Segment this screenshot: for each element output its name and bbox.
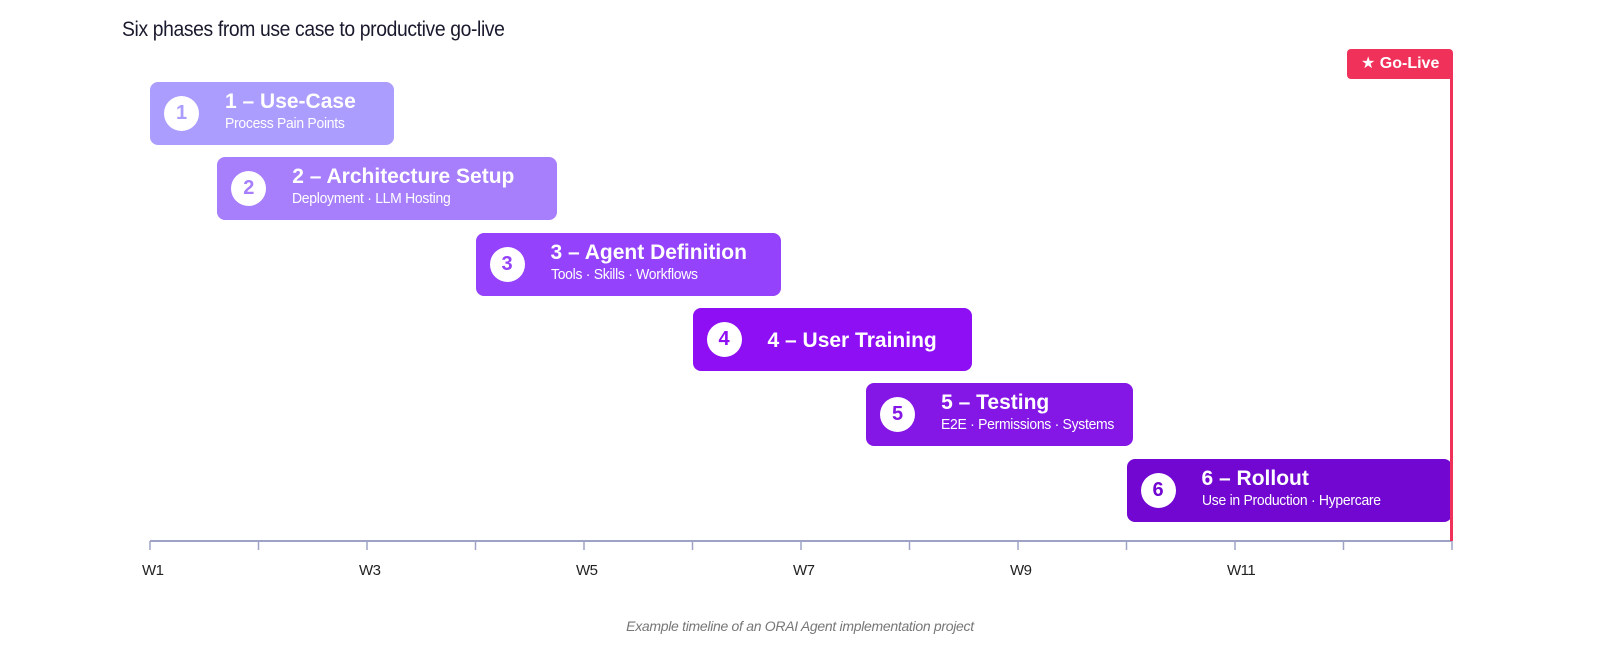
phase-bar: 3 3 – Agent Definition Tools · Skills · Wo… <box>475 232 782 296</box>
phase-bar: 2 2 – Architecture Setup Deployment · LLM … <box>217 157 557 221</box>
phase-number-badge: 1 <box>164 96 199 131</box>
phase-subtitle: Tools · Skills · Workflows <box>550 265 698 283</box>
phase-text: 1 – Use-Case Process Pain Points <box>225 90 384 134</box>
phase-text: 3 – Agent Definition Tools · Skills · Wor… <box>551 241 772 285</box>
x-tick-label: W5 <box>576 562 598 579</box>
phase-label: 6 – Rollout <box>1201 466 1309 490</box>
x-tick-label: W1 <box>142 562 164 579</box>
chart-caption: Example timeline of an ORAI Agent implem… <box>626 618 974 634</box>
phase-label: 1 – Use-Case <box>225 90 356 113</box>
x-tick-label: W7 <box>793 562 815 579</box>
phase-subtitle: E2E · Permissions · Systems <box>941 416 1115 434</box>
go-live-marker-line <box>1450 62 1453 541</box>
phase-number-badge: 4 <box>706 321 742 357</box>
phase-text: 5 – Testing E2E · Permissions · Systems <box>941 391 1123 435</box>
phase-label: 2 – Architecture Setup <box>292 165 515 189</box>
phase-text: 4 – User Training <box>768 329 963 353</box>
phase-number-badge: 6 <box>1140 472 1176 508</box>
phase-bar: 4 4 – User Training <box>692 307 973 371</box>
x-tick-label: W3 <box>359 562 381 579</box>
phase-subtitle: Deployment · LLM Hosting <box>292 190 451 208</box>
phase-text: 6 – Rollout Use in Production · Hypercare <box>1202 467 1443 511</box>
phase-number-badge: 2 <box>231 171 267 207</box>
phase-text: 2 – Architecture Setup Deployment · LLM H… <box>292 165 547 209</box>
x-tick-label: W11 <box>1227 562 1256 579</box>
phase-number-badge: 3 <box>489 246 525 282</box>
x-tick-label: W9 <box>1010 562 1032 579</box>
phase-bar: 6 6 – Rollout Use in Production · Hypercar… <box>1126 458 1452 522</box>
phase-bar: 5 5 – Testing E2E · Permissions · Systems <box>866 383 1133 447</box>
phase-bar: 1 1 – Use-Case Process Pain Points <box>150 82 395 145</box>
phase-label: 3 – Agent Definition <box>550 240 747 264</box>
go-live-badge: ★ Go-Live <box>1347 49 1454 79</box>
phase-label: 4 – User Training <box>767 328 937 352</box>
phase-label: 5 – Testing <box>941 391 1050 415</box>
chart-title: Six phases from use case to productive g… <box>122 18 505 41</box>
phase-subtitle: Process Pain Points <box>225 115 345 132</box>
phase-number-badge: 5 <box>880 397 916 433</box>
phase-subtitle: Use in Production · Hypercare <box>1201 491 1381 509</box>
